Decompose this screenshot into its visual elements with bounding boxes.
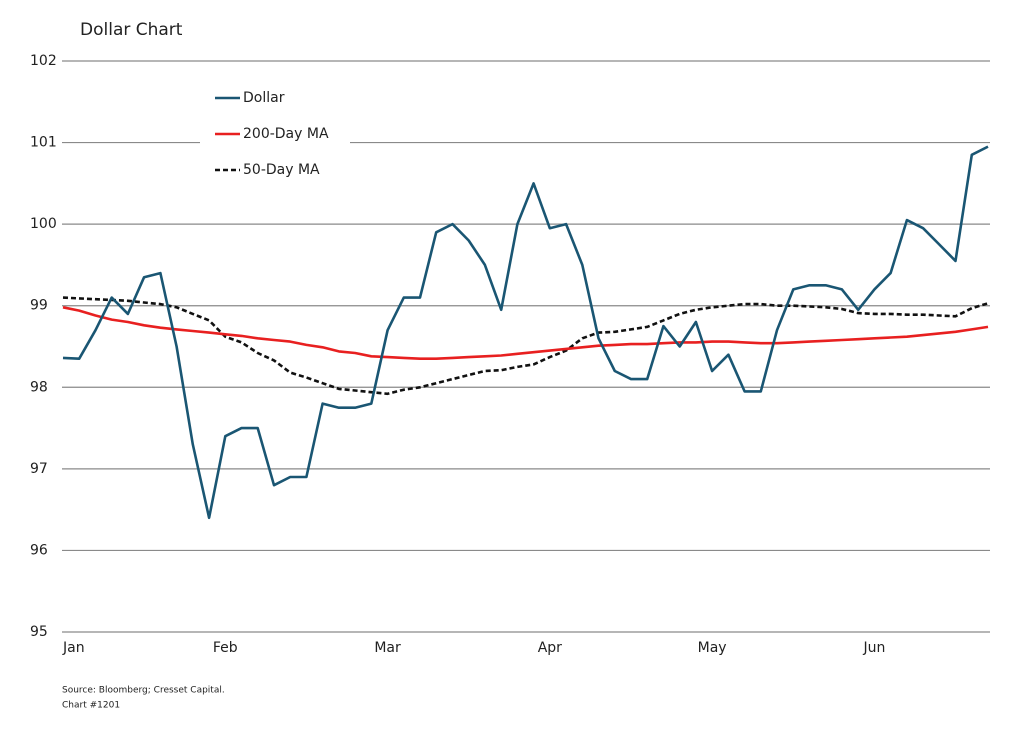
y-tick-label: 101 xyxy=(30,135,57,151)
y-tick-label: 98 xyxy=(30,379,48,395)
source: Source: Bloomberg; Cresset Capital. xyxy=(62,686,225,696)
y-tick-label: 95 xyxy=(30,624,48,640)
series-line xyxy=(62,145,989,520)
x-tick-label: Jan xyxy=(62,640,85,656)
y-tick-label: 97 xyxy=(30,461,48,477)
x-tick-label: Jun xyxy=(862,640,885,656)
x-tick-label: Feb xyxy=(213,640,238,656)
chart-title: Dollar Chart xyxy=(80,20,183,40)
y-tick-label: 99 xyxy=(30,298,48,314)
y-tick-label: 102 xyxy=(30,53,57,69)
series-line xyxy=(62,306,989,360)
legend-label: 50-Day MA xyxy=(243,162,320,178)
y-tick-label: 100 xyxy=(30,216,57,232)
note: Chart #1201 xyxy=(62,701,120,711)
series-line xyxy=(62,296,989,396)
legend-label: Dollar xyxy=(243,90,285,106)
x-tick-label: May xyxy=(698,640,727,656)
x-tick-label: Mar xyxy=(374,640,401,656)
y-tick-label: 96 xyxy=(30,542,48,558)
x-tick-label: Apr xyxy=(538,640,562,656)
legend-label: 200-Day MA xyxy=(243,126,329,142)
